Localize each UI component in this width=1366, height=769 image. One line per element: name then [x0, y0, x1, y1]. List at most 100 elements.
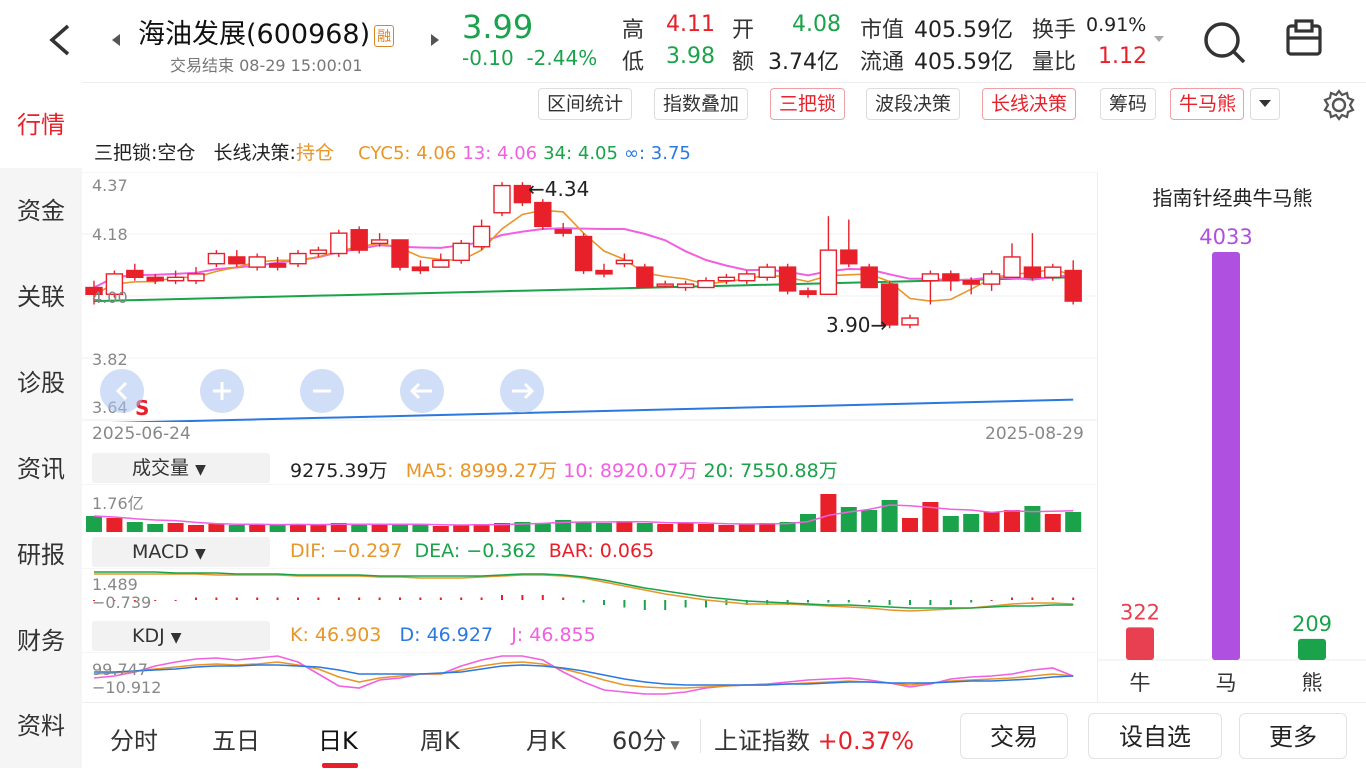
zoom-in-button[interactable] [200, 369, 244, 413]
macd-bar [93, 600, 95, 601]
tab-weekly-k[interactable]: 周K [420, 727, 460, 755]
macd-dea: DEA: −0.362 [414, 540, 537, 562]
macd-selector[interactable]: MACD ▼ [92, 537, 270, 567]
candle-body [391, 239, 409, 268]
move-back-button[interactable] [400, 369, 444, 413]
candle-body [1064, 269, 1082, 302]
candle-body [513, 184, 532, 204]
macd-bar [154, 600, 157, 601]
macd-bar [215, 597, 218, 600]
nav-item-related[interactable]: 关联 [17, 283, 65, 311]
candle-body [758, 266, 776, 279]
float-value: 405.59亿 [914, 50, 1013, 75]
band-decision-button[interactable]: 波段决策 [866, 88, 961, 120]
low-annotation: 3.90→ [826, 313, 888, 337]
tab-five-day[interactable]: 五日 [212, 727, 260, 755]
candle-body [574, 235, 593, 272]
nav-item-diagnose[interactable]: 诊股 [17, 369, 65, 397]
mktcap-label: 市值 [860, 18, 905, 43]
volume-bar [820, 494, 837, 532]
nav-item-funds[interactable]: 资金 [17, 197, 65, 225]
volume-chart[interactable] [82, 484, 1097, 534]
volume-ma10: 10: 8920.07万 [563, 460, 698, 482]
plus-icon [213, 382, 231, 400]
index-overlay-button[interactable]: 指数叠加 [654, 88, 749, 120]
back-chevron-left-icon[interactable] [46, 22, 74, 58]
nav-item-news[interactable]: 资讯 [17, 455, 65, 483]
cyc34-line [93, 276, 1074, 303]
three-locks-button[interactable]: 三把锁 [770, 88, 846, 120]
category-label: 熊 [1302, 671, 1323, 695]
candle-body [799, 290, 817, 296]
volume-bar [392, 524, 408, 532]
y-tick: 4.37 [92, 176, 128, 195]
nav-item-quote[interactable]: 行情 [0, 82, 82, 168]
toolbar-more-dropdown[interactable] [1250, 88, 1280, 120]
candle-body [819, 249, 838, 296]
macd-bar [113, 600, 116, 601]
more-button[interactable]: 更多 [1239, 713, 1347, 759]
share-icon[interactable] [1284, 18, 1326, 60]
index-ticker[interactable]: 上证指数 +0.37% [714, 727, 914, 755]
nav-item-finance[interactable]: 财务 [17, 627, 65, 655]
search-icon[interactable] [1200, 18, 1248, 66]
macd-bar [827, 600, 830, 603]
tab-60min[interactable]: 60分 ▼ [612, 727, 680, 755]
macd-bar [276, 597, 279, 600]
nav-item-profile[interactable]: 资料 [17, 712, 65, 740]
candle-body [330, 232, 348, 255]
volume-axis-max: 1.76亿 [92, 494, 144, 513]
zoom-out-button[interactable] [300, 369, 344, 413]
candle-body [595, 269, 613, 275]
range-stats-button[interactable]: 区间统计 [538, 88, 633, 120]
macd-bar [868, 600, 871, 603]
long-decision-button[interactable]: 长线决策 [982, 88, 1077, 120]
volume-ma-line [93, 504, 1074, 526]
macd-bar [603, 600, 605, 605]
macd-bar [195, 597, 197, 600]
tab-daily-k[interactable]: 日K [318, 727, 358, 755]
volume-bar [861, 510, 878, 532]
settings-gear-icon[interactable] [1322, 88, 1356, 122]
caret-down-icon: ▼ [195, 546, 206, 562]
trade-button[interactable]: 交易 [960, 713, 1068, 759]
macd-bar [623, 600, 626, 608]
candle-body [146, 276, 164, 282]
candle-body [860, 266, 878, 289]
expand-quote-icon[interactable] [1152, 34, 1166, 44]
candle-body [268, 263, 287, 268]
caret-down-icon: ▼ [195, 462, 206, 478]
volume-bar [290, 524, 306, 532]
macd-chart[interactable] [82, 568, 1097, 618]
candle-body [982, 273, 1001, 285]
kdj-selector[interactable]: KDJ ▼ [92, 621, 270, 651]
amount-value: 3.74亿 [768, 50, 839, 75]
volume-bar [432, 526, 449, 532]
lock-label: 三把锁: [94, 142, 158, 164]
volume-bar [657, 524, 674, 532]
macd-bar [460, 597, 463, 600]
bull-horse-bear-panel: 指南针经典牛马熊 322 牛 4033 马 209 熊 [1097, 172, 1366, 702]
tab-intraday[interactable]: 分时 [110, 727, 158, 755]
macd-bar [480, 597, 483, 600]
nav-item-research[interactable]: 研报 [17, 541, 65, 569]
add-watchlist-button[interactable]: 设自选 [1088, 713, 1222, 759]
scroll-left-button[interactable] [100, 369, 144, 413]
tab-monthly-k[interactable]: 月K [526, 727, 566, 755]
kdj-chart[interactable] [82, 652, 1097, 700]
candlestick-chart[interactable] [82, 172, 1097, 422]
next-stock-icon[interactable] [429, 32, 441, 48]
candle-body [738, 273, 756, 282]
cyc34-value: 34: 4.05 [543, 143, 618, 164]
chips-button[interactable]: 筹码 [1100, 88, 1157, 120]
k-line [93, 661, 1074, 689]
move-forward-button[interactable] [500, 369, 544, 413]
volume-selector[interactable]: 成交量 ▼ [92, 453, 270, 483]
bull-bear-button[interactable]: 牛马熊 [1170, 88, 1244, 120]
prev-stock-icon[interactable] [110, 32, 122, 48]
volume-bar [963, 514, 980, 532]
active-tab-indicator [322, 763, 358, 768]
volume-bar [1004, 510, 1020, 532]
volume-bar [494, 523, 510, 532]
candle-body [880, 283, 899, 326]
